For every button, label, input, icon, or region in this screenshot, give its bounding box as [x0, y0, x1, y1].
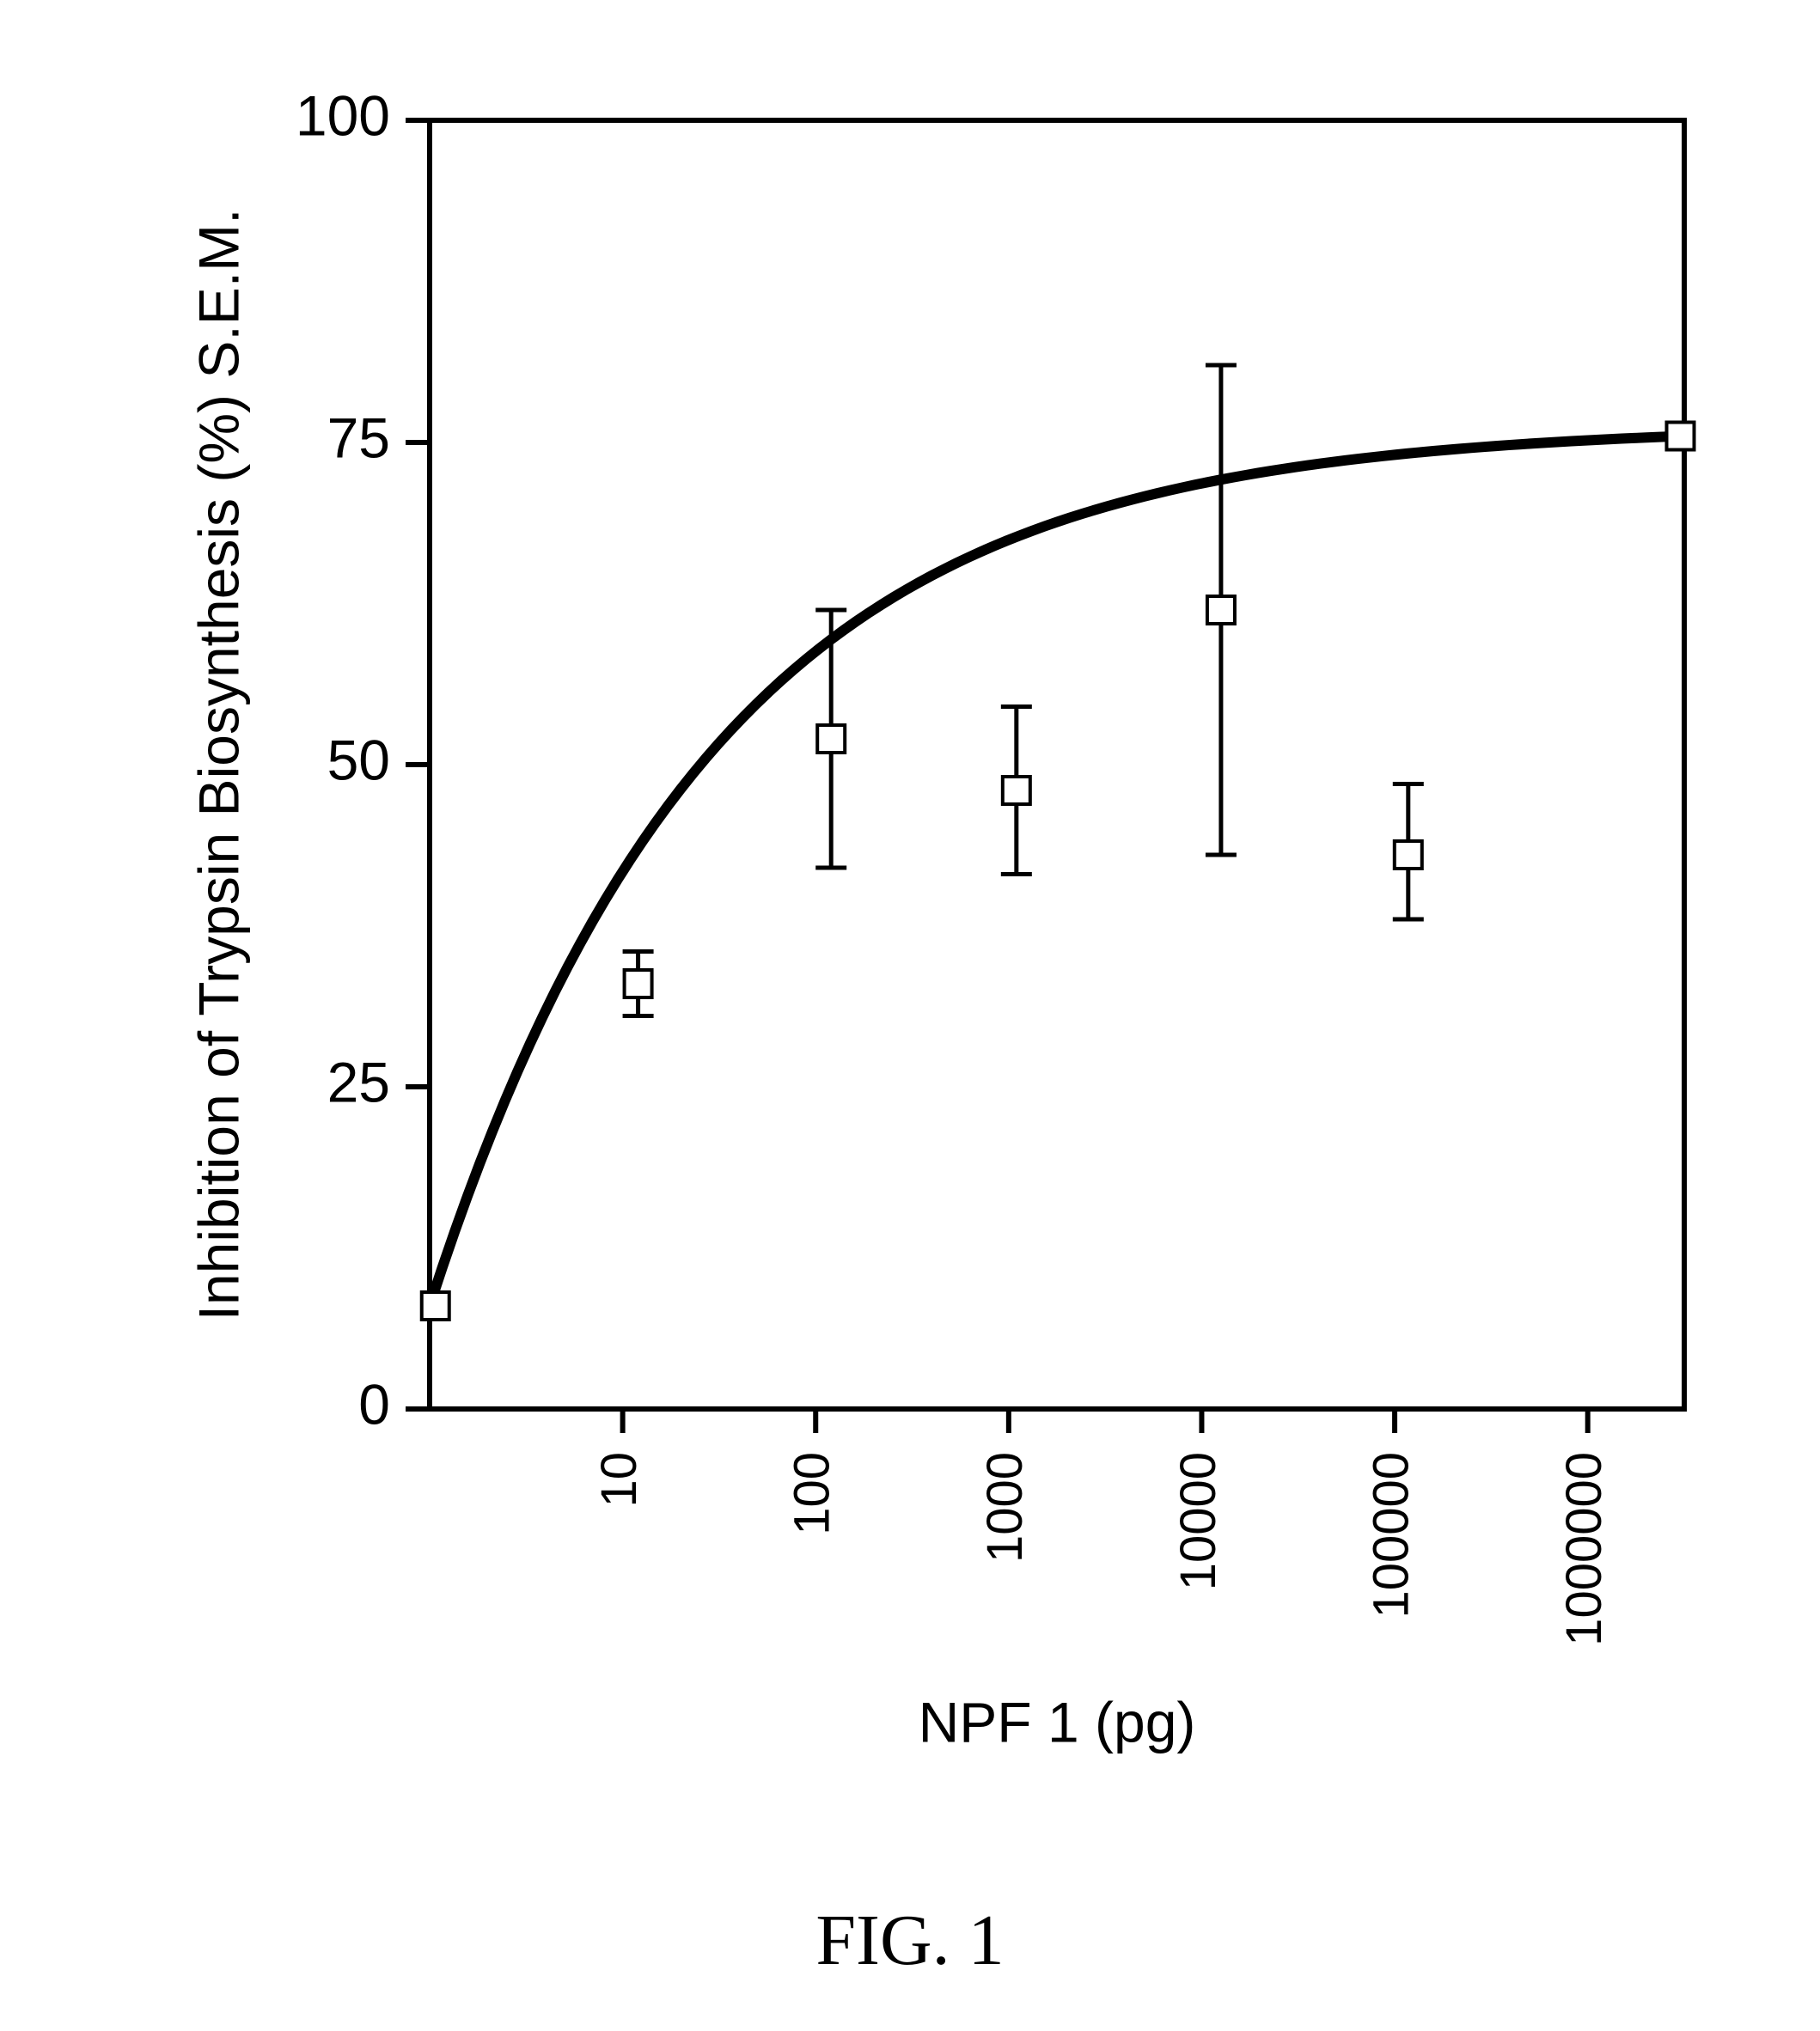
- svg-text:100: 100: [296, 83, 390, 147]
- svg-text:75: 75: [327, 406, 390, 469]
- chart-svg: 0 25 50 75 100 10 100 1000 10000 100000 1000000 Inh…: [120, 69, 1701, 1839]
- svg-text:25: 25: [327, 1050, 390, 1113]
- svg-text:100: 100: [785, 1452, 840, 1535]
- svg-text:Inhibition of Trypsin Biosynth: Inhibition of Trypsin Biosynthesis (%) S…: [186, 209, 250, 1321]
- svg-text:100000: 100000: [1363, 1452, 1419, 1619]
- svg-text:1000000: 1000000: [1556, 1452, 1612, 1646]
- figure-stage: 0 25 50 75 100 10 100 1000 10000 100000 1000000 Inh…: [0, 0, 1820, 2031]
- figure-caption: FIG. 1: [0, 1899, 1820, 1982]
- svg-text:10: 10: [591, 1452, 647, 1508]
- svg-text:1000: 1000: [977, 1452, 1033, 1563]
- svg-text:NPF 1 (pg): NPF 1 (pg): [919, 1690, 1196, 1753]
- svg-text:10000: 10000: [1170, 1452, 1226, 1590]
- svg-text:50: 50: [327, 728, 390, 791]
- svg-text:0: 0: [358, 1372, 390, 1436]
